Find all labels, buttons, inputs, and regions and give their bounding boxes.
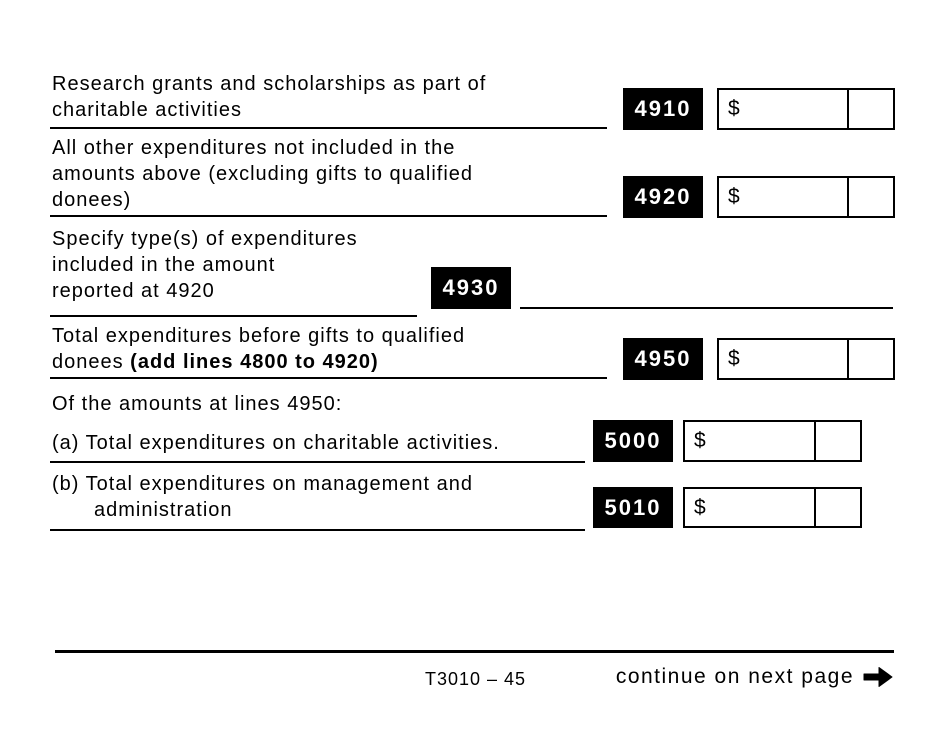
amount-input-5000[interactable]: $ [685,422,814,460]
underline-4930 [50,315,417,317]
cents-cell-5000[interactable] [814,422,860,460]
underline-5010 [50,529,585,531]
cents-cell-4950[interactable] [847,340,893,378]
label-4910-line2: charitable activities [52,99,242,121]
label-4950-line2-bold: (add lines 4800 to 4920) [130,351,379,373]
cents-cell-5010[interactable] [814,489,860,526]
label-4910-line1: Research grants and scholarships as part… [52,73,487,95]
footer-rule [55,650,894,653]
specify-expenditures-input-line[interactable] [520,307,893,309]
line-code-5010: 5010 [593,487,673,528]
section-note: Of the amounts at lines 4950: [52,393,343,415]
label-4930-line1: Specify type(s) of expenditures [52,228,358,250]
form-number: T3010 – 45 [425,669,527,689]
underline-4910 [50,127,607,129]
label-5000-line1: (a) Total expenditures on charitable act… [52,432,500,454]
cents-cell-4920[interactable] [847,178,893,216]
dollar-sign: $ [728,347,741,370]
amount-input-4920[interactable]: $ [719,178,847,216]
line-code-4910: 4910 [623,88,703,130]
label-4950-line2: donees (add lines 4800 to 4920) [52,349,379,375]
line-code-4950: 4950 [623,338,703,380]
amount-input-5010[interactable]: $ [685,489,814,526]
amount-field-5010[interactable]: $ [683,487,862,528]
continue-label: continue on next page [615,665,854,688]
continue-note: continue on next page [616,664,893,690]
amount-input-4910[interactable]: $ [719,90,847,128]
label-5010-line2: administration [94,499,233,521]
line-code-5000: 5000 [593,420,673,462]
label-4930-line2: included in the amount [52,254,276,276]
amount-input-4950[interactable]: $ [719,340,847,378]
dollar-sign: $ [694,495,707,519]
label-4930-line3: reported at 4920 [52,280,215,302]
underline-4920 [50,215,607,217]
dollar-sign: $ [728,97,741,120]
label-4920-line1: All other expenditures not included in t… [52,137,456,159]
line-code-4920: 4920 [623,176,703,218]
line-code-4930: 4930 [431,267,511,309]
label-4950-line1: Total expenditures before gifts to quali… [52,325,466,347]
amount-field-5000[interactable]: $ [683,420,862,462]
right-arrow-icon [863,666,893,688]
amount-field-4920[interactable]: $ [717,176,895,218]
label-4920-line3: donees) [52,189,132,211]
dollar-sign: $ [694,429,707,452]
dollar-sign: $ [728,185,741,208]
underline-5000 [50,461,585,463]
amount-field-4910[interactable]: $ [717,88,895,130]
label-5010-line1: (b) Total expenditures on management and [52,473,473,495]
label-4950-line2-regular: donees [52,351,131,373]
label-4920-line2: amounts above (excluding gifts to qualif… [52,163,474,185]
amount-field-4950[interactable]: $ [717,338,895,380]
cents-cell-4910[interactable] [847,90,893,128]
underline-4950 [50,377,607,379]
